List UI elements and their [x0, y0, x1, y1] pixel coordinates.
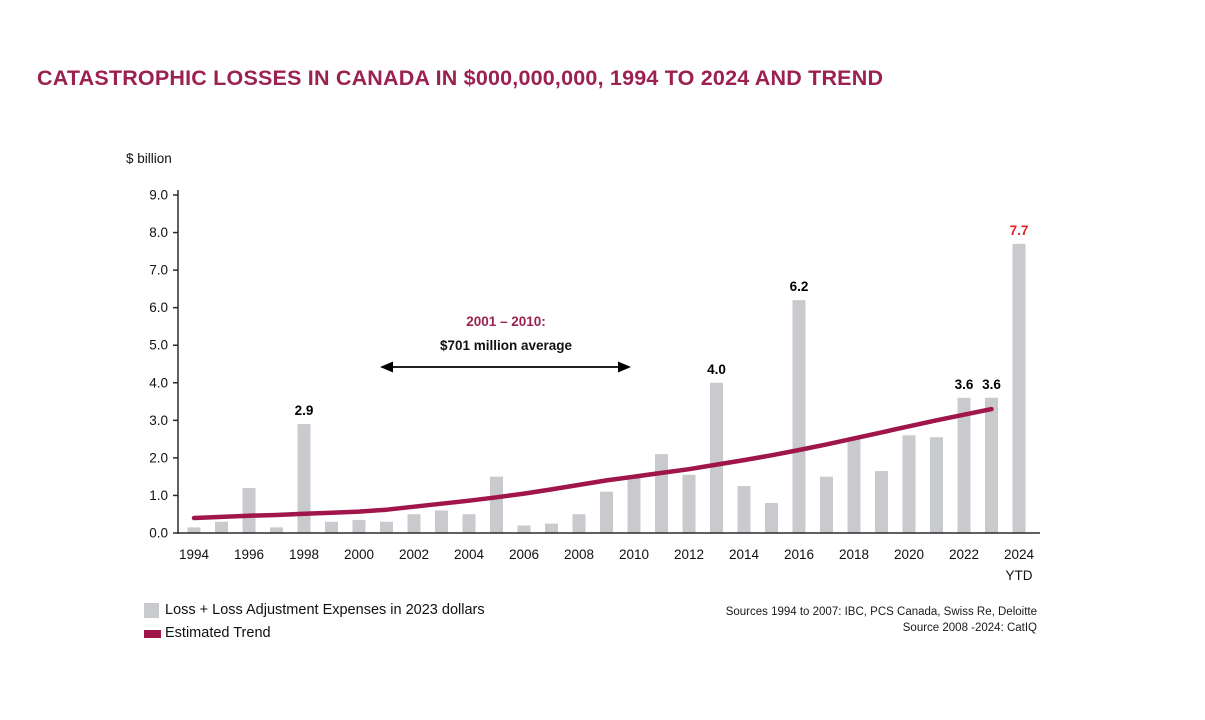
bar-2010	[627, 476, 641, 533]
y-tick-label-3.0: 3.0	[149, 413, 168, 428]
bar-series-swatch-icon	[144, 602, 159, 618]
bar-2005	[490, 476, 503, 533]
bar-value-label-1998: 2.9	[295, 403, 314, 418]
x-tick-label-2020: 2020	[894, 547, 924, 562]
bar-1994	[187, 527, 201, 533]
bar-2022	[957, 397, 971, 533]
bar-2023	[985, 397, 998, 533]
bar-value-label-2023: 3.6	[982, 377, 1001, 392]
y-tick-label-8.0: 8.0	[149, 225, 168, 240]
bar-2001	[380, 521, 393, 533]
bar-1998	[297, 424, 311, 533]
bar-2009	[600, 491, 613, 533]
annotation-average-label: $701 million average	[439, 338, 573, 353]
bar-1995	[215, 521, 228, 533]
x-tick-label-2014: 2014	[729, 547, 760, 562]
bar-2011	[655, 454, 668, 533]
bar-value-label-2024: 7.7	[1010, 223, 1029, 238]
sources-line-2: Source 2008 -2024: CatIQ	[902, 622, 1037, 634]
x-tick-label-2002: 2002	[399, 547, 429, 562]
sources-line-1: Sources 1994 to 2007: IBC, PCS Canada, S…	[725, 606, 1037, 618]
y-tick-label-2.0: 2.0	[149, 450, 168, 465]
x-tick-label-2008: 2008	[564, 547, 594, 562]
sources-note: Sources 1994 to 2007: IBC, PCS Canada, S…	[726, 604, 1037, 636]
y-tick-label-5.0: 5.0	[149, 338, 168, 353]
bar-2020	[902, 435, 916, 533]
bar-2006	[517, 525, 531, 533]
bar-2015	[765, 502, 778, 533]
x-tick-label-1994: 1994	[179, 547, 210, 562]
bar-2021	[930, 437, 943, 533]
bar-2008	[572, 514, 586, 533]
annotation-period-label: 2001 – 2010:	[466, 314, 546, 329]
bar-1997	[270, 527, 283, 533]
y-tick-label-1.0: 1.0	[149, 488, 168, 503]
bar-value-label-2022: 3.6	[955, 377, 974, 392]
bar-2007	[545, 523, 558, 533]
annotation-arrowhead-right-icon	[618, 361, 631, 373]
y-tick-label-6.0: 6.0	[149, 300, 168, 315]
x-tick-label-2016: 2016	[784, 547, 814, 562]
bar-2003	[435, 510, 448, 533]
x-tick-label-1996: 1996	[234, 547, 264, 562]
legend-item-trend: Estimated Trend	[144, 625, 485, 641]
bar-2018	[847, 439, 861, 533]
x-tick-label-2022: 2022	[949, 547, 979, 562]
x-tick-sublabel-ytd: YTD	[1006, 568, 1033, 583]
bar-2012	[682, 474, 696, 533]
bar-2019	[875, 471, 888, 533]
y-tick-label-0.0: 0.0	[149, 526, 168, 541]
bar-2014	[737, 486, 751, 533]
legend-label-trend: Estimated Trend	[165, 625, 271, 641]
bar-2017	[820, 476, 833, 533]
x-tick-label-2006: 2006	[509, 547, 539, 562]
y-tick-label-7.0: 7.0	[149, 263, 168, 278]
x-tick-label-2004: 2004	[454, 547, 485, 562]
trend-series-swatch-icon	[144, 629, 161, 638]
x-tick-label-2000: 2000	[344, 547, 374, 562]
x-tick-label-1998: 1998	[289, 547, 319, 562]
bar-2016	[792, 300, 806, 533]
y-tick-label-4.0: 4.0	[149, 375, 168, 390]
x-tick-label-2024: 2024	[1004, 547, 1035, 562]
y-tick-label-9.0: 9.0	[149, 188, 168, 203]
bar-2013	[710, 382, 723, 533]
annotation-arrowhead-left-icon	[380, 361, 393, 373]
legend-label-losses: Loss + Loss Adjustment Expenses in 2023 …	[165, 602, 485, 618]
bar-value-label-2016: 6.2	[790, 279, 809, 294]
x-tick-label-2012: 2012	[674, 547, 704, 562]
bar-2024	[1012, 243, 1026, 534]
bar-1999	[325, 521, 338, 533]
legend-item-losses: Loss + Loss Adjustment Expenses in 2023 …	[144, 602, 485, 618]
bar-2004	[462, 514, 476, 533]
bar-value-label-2013: 4.0	[707, 362, 726, 377]
estimated-trend-line	[191, 406, 994, 521]
bar-2000	[352, 519, 366, 533]
y-axis-title: $ billion	[126, 151, 172, 166]
bar-2002	[407, 514, 421, 533]
x-tick-label-2018: 2018	[839, 547, 869, 562]
bar-1996	[242, 487, 256, 533]
legend: Loss + Loss Adjustment Expenses in 2023 …	[144, 602, 485, 648]
x-tick-label-2010: 2010	[619, 547, 649, 562]
page-title: CATASTROPHIC LOSSES IN CANADA IN $000,00…	[37, 66, 884, 90]
